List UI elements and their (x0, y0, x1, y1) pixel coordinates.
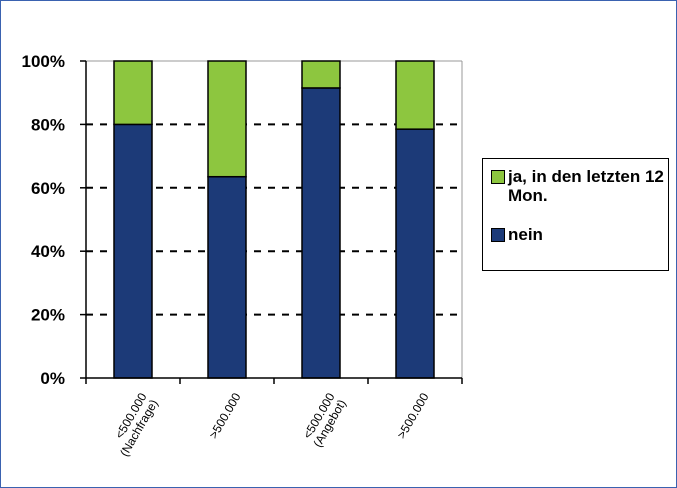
y-tick-label: 40% (31, 242, 65, 261)
y-tick-label: 20% (31, 306, 65, 325)
y-tick-label: 0% (40, 369, 65, 388)
legend-swatch-ja (491, 170, 505, 184)
bar-segment-nein (207, 175, 247, 379)
bar-segment-ja (395, 60, 435, 130)
legend-item-nein: nein (491, 225, 673, 244)
legend: ja, in den letzten 12 Mon. nein (482, 158, 669, 271)
bar-segment-nein (395, 128, 435, 379)
y-tick-label: 60% (31, 179, 65, 198)
x-tick-label: <500.000(Angebot) (299, 390, 349, 449)
y-tick-label: 80% (31, 115, 65, 134)
y-tick-label: 100% (22, 52, 65, 71)
bar-segment-ja (301, 60, 341, 89)
x-tick-label-line: >500.000 (206, 390, 243, 441)
x-tick-label: <500.000(Nachfrage) (106, 390, 161, 459)
bar-segment-ja (207, 60, 247, 178)
legend-label-ja: ja, in den letzten 12 Mon. (508, 167, 664, 205)
x-tick-label: >500.000 (206, 390, 243, 441)
bar-segment-nein (113, 123, 153, 379)
legend-label-nein: nein (508, 225, 543, 244)
x-tick-label: >500.000 (394, 390, 431, 441)
x-tick-label-line: >500.000 (394, 390, 431, 441)
legend-swatch-nein (491, 228, 505, 242)
bar-segment-nein (301, 87, 341, 379)
legend-item-ja: ja, in den letzten 12 Mon. (491, 167, 673, 205)
bar-segment-ja (113, 60, 153, 126)
